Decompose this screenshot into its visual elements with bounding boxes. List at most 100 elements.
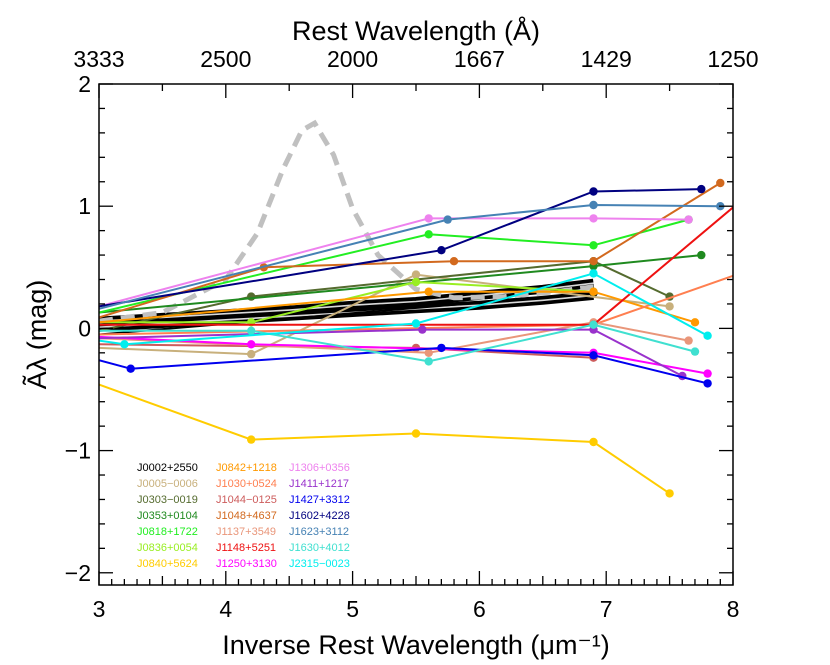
series-line <box>99 273 670 356</box>
data-point <box>437 343 446 353</box>
series-J1623+3112 <box>99 200 725 310</box>
series-J1048+4637 <box>99 178 725 319</box>
series-J1602+4228 <box>99 184 706 308</box>
data-point <box>684 336 693 345</box>
data-point <box>443 215 452 224</box>
x-tick-label: 7 <box>600 596 613 622</box>
series-line <box>99 346 708 385</box>
legend-entry: J1148+5251 <box>216 542 276 554</box>
data-point <box>411 429 421 438</box>
data-point <box>247 435 256 444</box>
data-point <box>690 318 700 327</box>
legend-entry: J0005−0006 <box>137 478 198 490</box>
data-point <box>697 184 706 194</box>
series-line <box>99 217 689 308</box>
legend-entry: J0840+5624 <box>137 558 198 570</box>
legend-entry: J1137+3549 <box>216 526 276 538</box>
x-tick-label: 5 <box>346 596 359 622</box>
x-tick-label: 4 <box>219 596 232 622</box>
legend-entry: J1250+3130 <box>216 558 277 570</box>
series-J0005−0006 <box>99 270 674 359</box>
data-point <box>247 326 256 335</box>
data-point <box>411 277 421 287</box>
data-point <box>424 214 433 223</box>
legend-entry: J1427+3312 <box>289 494 350 506</box>
data-point <box>424 348 433 357</box>
data-point <box>703 379 712 388</box>
series-line <box>99 292 594 336</box>
y-tick-label: 0 <box>78 315 91 341</box>
series-line <box>99 280 594 324</box>
legend-entry: J0818+1722 <box>137 526 198 538</box>
series-J1427+3312 <box>99 343 712 388</box>
top-tick-label: 2000 <box>327 46 378 72</box>
legend-entry: J0002+2550 <box>137 462 198 474</box>
legend-entry: J1630+4012 <box>289 542 350 554</box>
data-point <box>589 351 598 360</box>
data-point <box>684 215 693 224</box>
data-point <box>697 250 706 260</box>
data-point <box>665 302 674 311</box>
top-axis-title: Rest Wavelength (Å) <box>292 15 540 46</box>
data-point <box>411 319 421 328</box>
legend-entry: J1623+3112 <box>289 526 349 538</box>
x-axis-title: Inverse Rest Wavelength (μm⁻¹) <box>222 630 609 660</box>
top-tick-label: 1429 <box>581 46 632 72</box>
legend-entry: J1048+4637 <box>216 510 277 522</box>
legend-entry: J1411+1217 <box>289 478 349 490</box>
series-J1630+4012 <box>99 320 700 366</box>
top-tick-label: 1667 <box>454 46 505 72</box>
series-J2315−0023 <box>99 269 712 349</box>
data-point <box>247 349 256 359</box>
data-point <box>120 340 129 349</box>
y-tick-label: 1 <box>78 193 91 219</box>
data-point <box>437 246 446 255</box>
series-J1306+0356 <box>99 214 693 308</box>
data-point <box>424 287 433 296</box>
data-point <box>424 357 433 366</box>
legend-entry: J2315−0023 <box>289 558 350 570</box>
data-point <box>589 200 598 210</box>
legend-entry: J1306+0356 <box>289 462 350 474</box>
data-point <box>690 347 700 356</box>
legend-entry: J0303−0019 <box>137 494 198 506</box>
data-point <box>424 230 433 239</box>
data-point <box>589 241 598 250</box>
x-tick-label: 8 <box>727 596 740 622</box>
series-line <box>99 260 671 332</box>
data-point <box>411 270 421 279</box>
legend-entry: J0836+0054 <box>137 542 198 554</box>
data-point <box>589 187 598 196</box>
data-point <box>589 287 598 296</box>
data-point <box>703 369 712 378</box>
data-point <box>665 489 674 498</box>
y-axis-title: Ãλ (mag) <box>21 280 52 390</box>
plot-frame <box>98 83 734 586</box>
data-point <box>449 257 459 266</box>
data-point <box>589 214 598 223</box>
series-lines <box>99 178 733 498</box>
y-tick-label: −1 <box>65 438 91 464</box>
y-tick-label: −2 <box>65 560 91 586</box>
legend: J0002+2550 J0005−0006 J0303−0019 J0353+0104… <box>137 462 350 570</box>
series-line <box>99 188 702 308</box>
legend-entry: J1030+0524 <box>216 478 277 490</box>
reference-curve-dashed <box>99 119 594 324</box>
data-point <box>716 178 725 188</box>
top-tick-label: 3333 <box>73 46 124 72</box>
x-tick-label: 3 <box>93 596 106 622</box>
y-tick-label: 2 <box>78 71 91 97</box>
tick-labels: 3 4 5 6 7 8 3333 2500 2000 1667 1429 1250 −2 −1 0 1 2 <box>65 46 759 622</box>
data-point <box>418 325 427 334</box>
legend-entry: J0842+1218 <box>216 462 277 474</box>
series-line <box>99 203 721 310</box>
reference-curves <box>99 119 595 332</box>
data-point <box>589 269 598 278</box>
data-point <box>703 331 712 340</box>
data-point <box>126 364 135 373</box>
data-point <box>589 257 598 266</box>
legend-entry: J1044−0125 <box>216 494 277 506</box>
data-point <box>589 320 598 329</box>
data-point <box>247 292 256 301</box>
